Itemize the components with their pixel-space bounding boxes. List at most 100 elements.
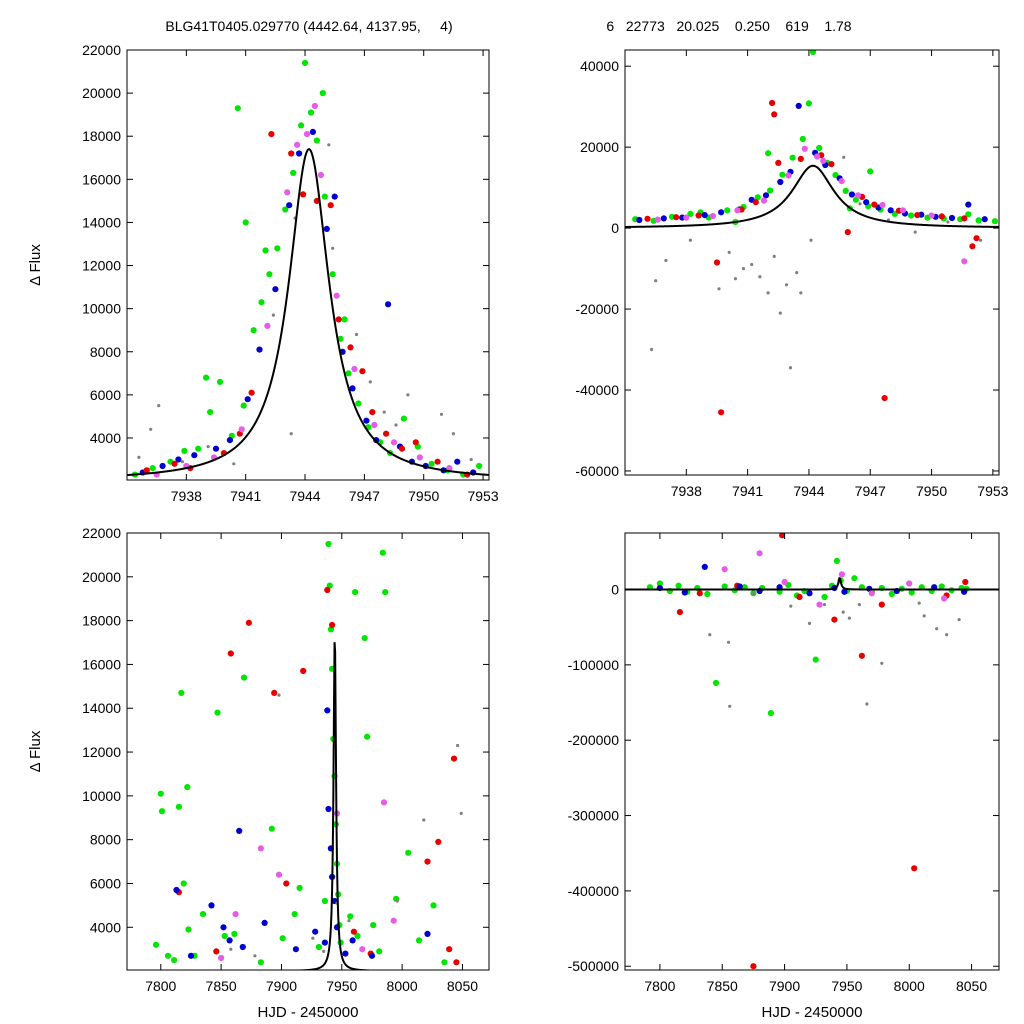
data-point-magenta [303,131,311,138]
data-point-green [282,206,289,213]
y-tick-label: 0 [611,220,619,236]
data-point-magenta [721,566,728,573]
data-point-green [274,245,281,252]
data-point-magenta [879,201,886,209]
data-point-magenta [838,178,845,185]
data-point-red [435,838,442,846]
data-points [152,540,463,966]
model-curve [625,576,999,591]
data-point-blue [701,212,708,219]
data-point-gray [311,936,315,940]
data-point-blue [325,805,332,813]
data-point-green [175,803,182,810]
data-point-gray [277,693,281,697]
y-tick-label: -40000 [575,382,619,398]
y-tick-label: 16000 [82,656,121,672]
data-point-red [283,880,290,887]
y-tick-label: -400000 [568,883,620,899]
data-point-blue [187,952,195,959]
data-point-red [213,948,220,955]
data-point-blue [841,588,848,595]
data-point-gray [137,455,141,459]
data-point-green [789,154,796,161]
data-point-magenta [709,212,717,220]
data-point-magenta [820,157,827,164]
data-point-green [400,415,407,422]
data-point-green [991,218,999,225]
data-point-green [171,957,178,964]
data-point-green [405,849,412,856]
data-point-red [398,445,406,452]
data-point-blue [220,924,227,931]
y-tick-label: 10000 [82,788,121,804]
x-tick-label: 7944 [289,488,320,504]
data-point-red [911,865,918,872]
data-point-red [369,409,376,416]
data-point-magenta [257,845,264,852]
data-point-gray [368,380,372,384]
data-point-green [821,593,828,601]
data-point-gray [841,610,845,614]
data-point-green [430,902,437,909]
data-point-gray [957,618,961,622]
data-point-blue [323,225,330,232]
data-point-green [291,911,298,918]
data-point-gray [327,143,331,147]
data-point-gray [946,220,950,224]
data-point-red [796,593,803,601]
data-point-green [258,299,265,306]
data-point-green [199,911,207,918]
data-point-blue [424,930,431,938]
y-axis-label: Δ Flux [27,730,44,772]
y-tick-label: 22000 [82,42,121,58]
data-point-red [434,458,441,465]
data-point-red [961,215,968,222]
data-point-green [805,100,813,107]
data-point-blue [226,437,233,444]
data-point-green [767,187,774,194]
data-point-gray [865,702,869,706]
data-point-green [207,409,214,416]
data-point-gray [789,604,793,608]
data-point-magenta [371,421,378,429]
y-tick-label: -200000 [568,732,620,748]
data-point-green [476,462,483,470]
y-tick-label: 12000 [82,744,121,760]
data-point-magenta [333,292,340,299]
data-point-gray [795,271,799,275]
data-point-gray [733,277,738,281]
data-point-gray [726,640,731,644]
data-point-magenta [294,141,301,148]
data-point-gray [766,291,770,295]
data-point-gray [728,704,732,708]
x-tick-label: 8050 [447,978,478,994]
data-point-magenta [390,917,397,924]
data-point-blue [718,209,725,216]
data-point-gray [650,347,654,352]
data-point-blue [309,128,316,135]
data-point-blue [454,458,461,465]
data-point-green [341,316,348,323]
data-point-green [313,137,320,144]
data-point-magenta [854,192,862,199]
data-point-gray [858,202,862,206]
data-point-magenta [868,590,875,597]
data-point-gray [935,627,939,631]
data-point-red [769,99,776,107]
data-point-blue [701,563,708,571]
data-point-gray [778,311,782,315]
data-point-green [361,635,368,642]
plot-frame [624,49,1000,476]
y-tick-label: 6000 [90,387,121,403]
x-axis-label: HJD - 2450000 [258,1004,359,1021]
data-point-gray [654,279,658,283]
y-tick-label: 20000 [82,569,121,585]
data-point-green [704,590,711,598]
data-point-gray [857,603,862,607]
data-points [646,533,970,970]
data-point-gray [347,919,351,923]
data-point-blue [385,301,392,308]
data-point-green [441,959,448,966]
data-point-magenta [906,580,913,587]
